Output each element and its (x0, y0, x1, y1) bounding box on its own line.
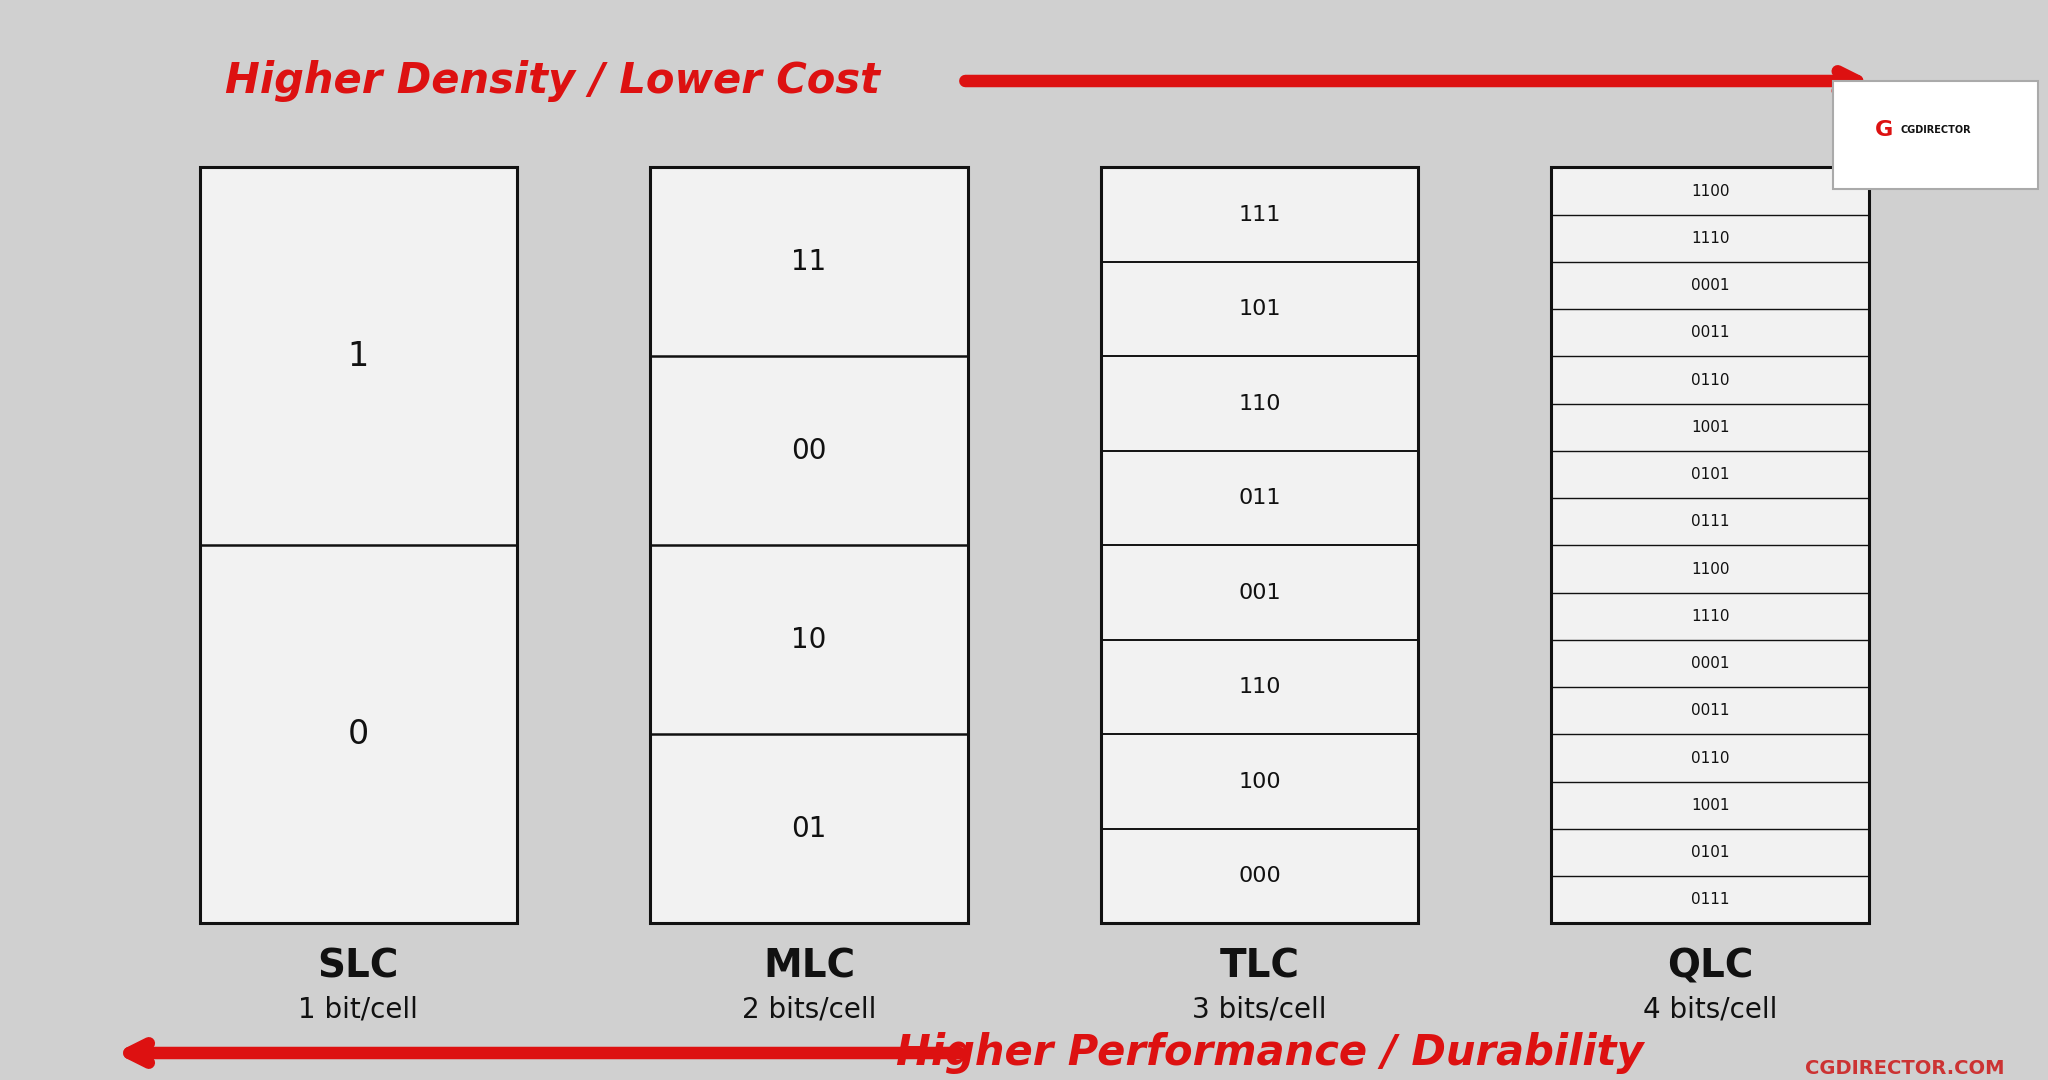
Text: 1100: 1100 (1692, 184, 1729, 199)
Text: 0101: 0101 (1692, 467, 1729, 482)
Text: SLC: SLC (317, 947, 399, 986)
Text: 0011: 0011 (1692, 703, 1729, 718)
Text: 0110: 0110 (1692, 373, 1729, 388)
Text: 0: 0 (348, 718, 369, 751)
Text: 1: 1 (348, 340, 369, 373)
Text: 011: 011 (1239, 488, 1280, 509)
Text: 0110: 0110 (1692, 751, 1729, 766)
Text: 111: 111 (1239, 204, 1280, 225)
Text: Higher Performance / Durability: Higher Performance / Durability (895, 1032, 1645, 1074)
Text: 01: 01 (791, 815, 827, 842)
Text: 1110: 1110 (1692, 231, 1729, 246)
Text: 0011: 0011 (1692, 325, 1729, 340)
Bar (1102, 167, 1417, 923)
Text: 0001: 0001 (1692, 656, 1729, 671)
Text: 110: 110 (1239, 677, 1280, 698)
Bar (1833, 81, 2038, 189)
Text: G: G (1876, 120, 1892, 139)
Text: 11: 11 (791, 248, 827, 275)
Text: 100: 100 (1239, 771, 1280, 792)
Text: QLC: QLC (1667, 947, 1753, 986)
Text: 110: 110 (1239, 393, 1280, 414)
Text: 1100: 1100 (1692, 562, 1729, 577)
Text: CGDIRECTOR: CGDIRECTOR (1901, 124, 1970, 135)
Text: 000: 000 (1239, 866, 1280, 887)
Text: 1001: 1001 (1692, 798, 1729, 813)
Text: 0111: 0111 (1692, 892, 1729, 907)
Text: CGDIRECTOR.COM: CGDIRECTOR.COM (1804, 1058, 2005, 1078)
Text: 2 bits/cell: 2 bits/cell (741, 996, 877, 1024)
Text: 10: 10 (791, 626, 827, 653)
Text: 0111: 0111 (1692, 514, 1729, 529)
Text: TLC: TLC (1219, 947, 1300, 986)
Text: Higher Density / Lower Cost: Higher Density / Lower Cost (225, 60, 881, 102)
Bar (199, 167, 516, 923)
Text: 0001: 0001 (1692, 278, 1729, 293)
Text: 1001: 1001 (1692, 420, 1729, 435)
Bar (1552, 167, 1868, 923)
Text: 3 bits/cell: 3 bits/cell (1192, 996, 1327, 1024)
Text: 4 bits/cell: 4 bits/cell (1642, 996, 1778, 1024)
Text: 1 bit/cell: 1 bit/cell (299, 996, 418, 1024)
Text: 0101: 0101 (1692, 845, 1729, 860)
Text: MLC: MLC (764, 947, 854, 986)
Text: 1110: 1110 (1692, 609, 1729, 624)
Text: 101: 101 (1239, 299, 1280, 320)
Text: 001: 001 (1239, 582, 1280, 603)
Bar (651, 167, 969, 923)
Text: 00: 00 (791, 437, 827, 464)
